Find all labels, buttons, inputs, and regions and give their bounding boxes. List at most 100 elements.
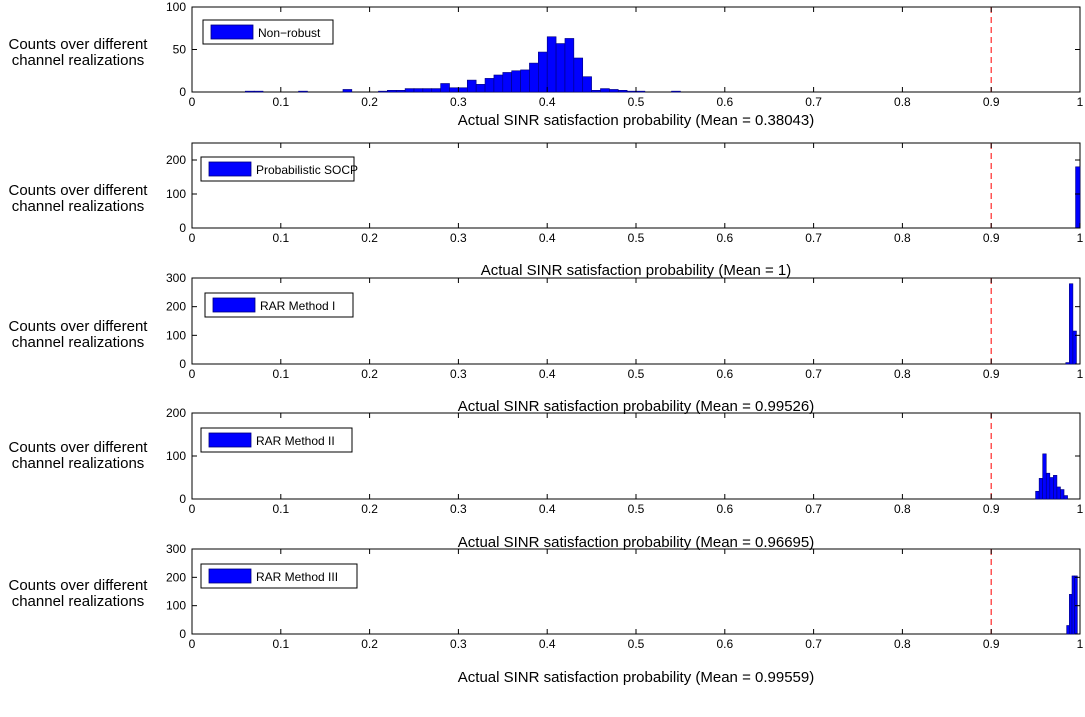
x-tick-label: 0.3 <box>450 95 467 109</box>
y-tick-label: 0 <box>179 627 186 641</box>
histogram-bar <box>617 90 628 93</box>
x-tick-label: 0.9 <box>983 367 1000 381</box>
histogram-bar <box>244 90 255 93</box>
histogram-bar <box>484 78 495 93</box>
histogram-bar <box>502 72 512 93</box>
legend: Probabilistic SOCP <box>200 156 358 182</box>
x-tick-label: 0.6 <box>716 95 733 109</box>
histogram-bar <box>520 69 530 93</box>
x-tick-label: 0.5 <box>628 95 645 109</box>
histogram-bar <box>1075 166 1081 229</box>
legend: RAR Method I <box>204 292 354 318</box>
histogram-bar <box>1069 283 1074 365</box>
x-tick-label: 0 <box>189 95 196 109</box>
x-tick-label: 1 <box>1077 95 1084 109</box>
x-axis-label: Actual SINR satisfaction probability (Me… <box>481 262 792 279</box>
histogram-bar <box>635 90 646 93</box>
x-tick-label: 0.3 <box>450 367 467 381</box>
x-tick-label: 1 <box>1077 231 1084 245</box>
x-tick-label: 0.2 <box>361 95 378 109</box>
y-tick-label: 100 <box>166 599 186 613</box>
legend-swatch <box>208 161 252 177</box>
histogram-bar <box>1049 477 1054 500</box>
histogram-bar <box>1063 495 1068 500</box>
y-axis-label: Counts over different <box>9 577 149 594</box>
x-axis-label: Actual SINR satisfaction probability (Me… <box>458 398 814 415</box>
x-axis-label: Actual SINR satisfaction probability (Me… <box>458 112 814 129</box>
x-tick-label: 0.5 <box>628 231 645 245</box>
y-tick-label: 100 <box>166 449 186 463</box>
x-tick-label: 0 <box>189 502 196 516</box>
x-tick-label: 0.8 <box>894 502 911 516</box>
histogram-bar <box>1038 478 1044 500</box>
legend-label: Non−robust <box>258 26 321 40</box>
x-tick-label: 0.9 <box>983 502 1000 516</box>
x-tick-label: 0.8 <box>894 231 911 245</box>
histogram-bar <box>493 74 504 93</box>
histogram-bar <box>1060 489 1065 500</box>
histogram-bar <box>555 43 566 93</box>
chart-panel-3: 0 0.1 0.2 0.3 0.4 0.5 0.6 0.7 0.8 0.9 1 0 100 200 300 A… <box>9 271 1084 415</box>
histogram-bar <box>511 70 521 93</box>
y-tick-label: 200 <box>166 570 186 584</box>
x-tick-label: 0.1 <box>272 637 289 651</box>
y-axis-label: channel realizations <box>12 334 145 351</box>
histogram-bar <box>1071 575 1075 635</box>
x-tick-label: 0.3 <box>450 502 467 516</box>
y-tick-label: 0 <box>179 357 186 371</box>
y-tick-label: 200 <box>166 300 186 314</box>
histogram-bar <box>546 36 557 93</box>
x-tick-label: 0.9 <box>983 637 1000 651</box>
legend: RAR Method II <box>200 427 353 453</box>
x-tick-label: 0.6 <box>716 231 733 245</box>
x-tick-label: 0.9 <box>983 95 1000 109</box>
y-tick-label: 100 <box>166 187 186 201</box>
y-axis-label: Counts over different <box>9 36 149 53</box>
x-tick-label: 0.1 <box>272 231 289 245</box>
histogram-bar <box>1053 475 1058 500</box>
legend-label: RAR Method III <box>256 570 338 584</box>
chart-panel-2: 0 0.1 0.2 0.3 0.4 0.5 0.6 0.7 0.8 0.9 1 0 100 200 Actu… <box>9 142 1084 279</box>
histogram-bar <box>1056 486 1061 500</box>
histogram-bar <box>422 88 433 93</box>
chart-panel-1: 0 0.1 0.2 0.3 0.4 0.5 0.6 0.7 0.8 0.9 1 0 50 100 Actua… <box>9 0 1084 129</box>
x-axis-label: Actual SINR satisfaction probability (Me… <box>458 669 814 686</box>
legend-swatch <box>212 297 256 313</box>
x-tick-label: 0.1 <box>272 95 289 109</box>
histogram-bar <box>1072 330 1077 365</box>
y-tick-label: 0 <box>179 85 186 99</box>
histogram-bar <box>1065 362 1070 365</box>
legend-swatch <box>208 432 252 448</box>
x-tick-label: 1 <box>1077 367 1084 381</box>
legend-swatch <box>208 568 252 584</box>
x-tick-label: 0.6 <box>716 637 733 651</box>
histogram-bar <box>404 88 415 93</box>
y-tick-label: 0 <box>179 221 186 235</box>
x-tick-label: 0.1 <box>272 367 289 381</box>
x-tick-label: 0.7 <box>805 502 822 516</box>
histogram-bar <box>475 84 486 93</box>
x-tick-label: 0.3 <box>450 637 467 651</box>
chart-panel-4: 0 0.1 0.2 0.3 0.4 0.5 0.6 0.7 0.8 0.9 1 0 100 200 Actu… <box>9 406 1084 551</box>
histogram-bar <box>626 90 637 93</box>
histogram-bar <box>466 79 477 93</box>
histogram-bar <box>298 90 308 93</box>
axes-box <box>191 142 1081 229</box>
x-tick-label: 0.4 <box>539 637 556 651</box>
y-tick-label: 300 <box>166 271 186 285</box>
x-tick-label: 0.9 <box>983 231 1000 245</box>
x-tick-label: 0 <box>189 367 196 381</box>
x-tick-label: 0 <box>189 637 196 651</box>
y-tick-label: 300 <box>166 542 186 556</box>
histogram-bar <box>671 90 681 93</box>
histogram-bar <box>591 90 601 93</box>
x-tick-label: 1 <box>1077 502 1084 516</box>
x-tick-label: 0.5 <box>628 367 645 381</box>
x-tick-label: 1 <box>1077 637 1084 651</box>
y-axis-label: channel realizations <box>12 593 145 610</box>
histogram-bar <box>395 90 406 93</box>
x-tick-label: 0.8 <box>894 367 911 381</box>
y-tick-label: 0 <box>179 492 186 506</box>
x-tick-label: 0.6 <box>716 367 733 381</box>
legend-label: Probabilistic SOCP <box>256 163 358 177</box>
